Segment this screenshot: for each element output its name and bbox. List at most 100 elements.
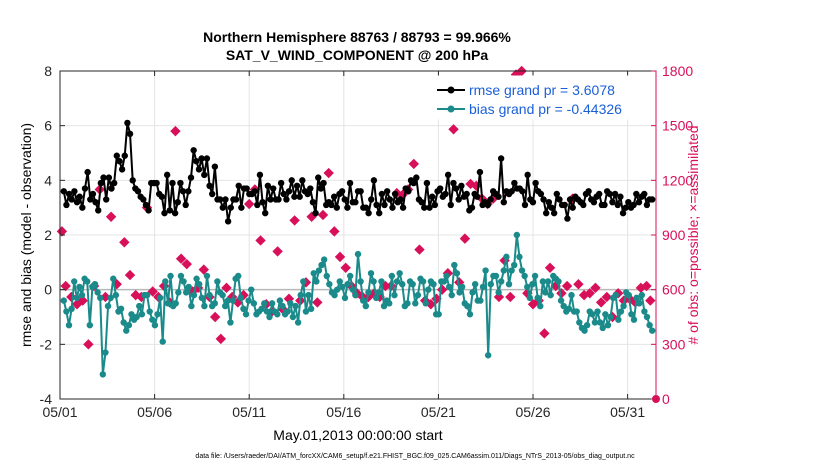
rmse-marker [251, 188, 258, 195]
bias-marker [73, 294, 81, 302]
rmse-marker [436, 185, 444, 192]
rmse-marker [630, 201, 637, 209]
rmse-marker [484, 201, 492, 209]
bias-marker [435, 311, 442, 318]
bias-marker [516, 253, 523, 261]
rmse-marker [365, 209, 372, 217]
rmse-marker [622, 204, 629, 211]
rmse-marker [426, 204, 433, 211]
bias-marker [339, 283, 346, 291]
rmse-marker [129, 177, 136, 184]
bias-marker [396, 270, 403, 277]
x-tick-label: 05/01 [42, 404, 77, 420]
bias-marker [94, 289, 101, 296]
rmse-marker [511, 179, 518, 187]
y-left-tick-label: 4 [44, 172, 52, 188]
bias-marker [154, 311, 161, 318]
bias-marker [451, 261, 458, 269]
bias-marker [518, 267, 526, 274]
rmse-marker [140, 196, 147, 203]
rmse-marker [177, 179, 184, 187]
rmse-marker [383, 188, 391, 195]
y-right-tick-label: 1800 [662, 63, 693, 79]
rmse-marker [386, 196, 394, 203]
rmse-marker [500, 199, 507, 206]
rmse-marker [166, 207, 174, 214]
obs-assimilated-marker [595, 297, 607, 308]
rmse-marker [532, 179, 539, 187]
rmse-marker [537, 190, 545, 198]
rmse-marker [187, 174, 195, 181]
rmse-marker [238, 204, 245, 211]
obs-assimilated-marker [83, 339, 94, 350]
bias-marker [615, 316, 622, 323]
bias-marker [177, 272, 185, 280]
rmse-marker [442, 190, 449, 198]
bias-marker [583, 322, 591, 329]
rmse-marker [158, 193, 166, 200]
bias-marker [263, 308, 271, 315]
bias-marker [388, 272, 396, 280]
rmse-marker [309, 199, 317, 206]
bias-marker [487, 281, 494, 288]
obs-assimilated-marker [317, 209, 329, 221]
rmse-marker [108, 185, 115, 192]
bias-marker [287, 300, 294, 307]
bias-marker [602, 311, 609, 318]
bias-marker [573, 308, 580, 315]
rmse-marker [635, 199, 643, 206]
rmse-marker [224, 218, 232, 225]
obs-assimilated-marker [119, 237, 130, 248]
rmse-marker [556, 196, 563, 203]
bias-marker [313, 278, 320, 285]
x-tick-label: 05/21 [421, 404, 456, 420]
bias-marker [266, 313, 273, 321]
obs-assimilated-marker [124, 269, 136, 281]
obs-assimilated-marker [408, 158, 420, 170]
bias-marker [99, 371, 107, 378]
bias-marker [607, 313, 614, 321]
bias-marker [125, 322, 133, 329]
bias-marker [375, 289, 383, 296]
rmse-marker [413, 174, 420, 181]
bias-marker [112, 291, 120, 299]
bias-marker [146, 308, 153, 315]
obs-assimilated-marker [130, 289, 141, 301]
bias-marker [307, 305, 315, 312]
bias-marker [268, 300, 276, 307]
rmse-marker [116, 158, 123, 165]
rmse-marker [174, 199, 181, 206]
rmse-marker [614, 201, 621, 209]
bias-marker [195, 281, 203, 288]
bias-marker [430, 281, 437, 288]
bias-marker [370, 278, 377, 285]
rmse-marker [100, 174, 107, 181]
obs-assimilated-marker [243, 198, 255, 210]
rmse-marker [102, 196, 110, 203]
rmse-marker [259, 199, 266, 206]
rmse-marker [487, 196, 494, 203]
y-right-tick-label: 900 [662, 227, 686, 243]
bias-marker [529, 281, 536, 288]
rmse-marker [171, 209, 179, 217]
rmse-marker [267, 196, 274, 203]
bias-marker [279, 302, 286, 310]
bias-marker [448, 291, 455, 299]
bias-marker [547, 291, 554, 299]
bias-marker [479, 283, 487, 291]
x-tick-label: 05/26 [515, 404, 550, 420]
y-axis-label-right: # of obs: o=possible; ×=assimilated [685, 125, 701, 344]
rmse-marker [519, 188, 526, 195]
bias-marker [123, 327, 130, 334]
rmse-marker [201, 171, 208, 179]
bias-marker [315, 267, 323, 274]
rmse-marker [97, 179, 105, 187]
rmse-marker [463, 190, 470, 198]
rmse-marker [216, 196, 224, 203]
rmse-marker [320, 179, 327, 187]
rmse-marker [521, 201, 529, 209]
obs-assimilated-marker [641, 280, 652, 292]
bias-marker [70, 278, 78, 285]
bias-marker [305, 291, 312, 299]
